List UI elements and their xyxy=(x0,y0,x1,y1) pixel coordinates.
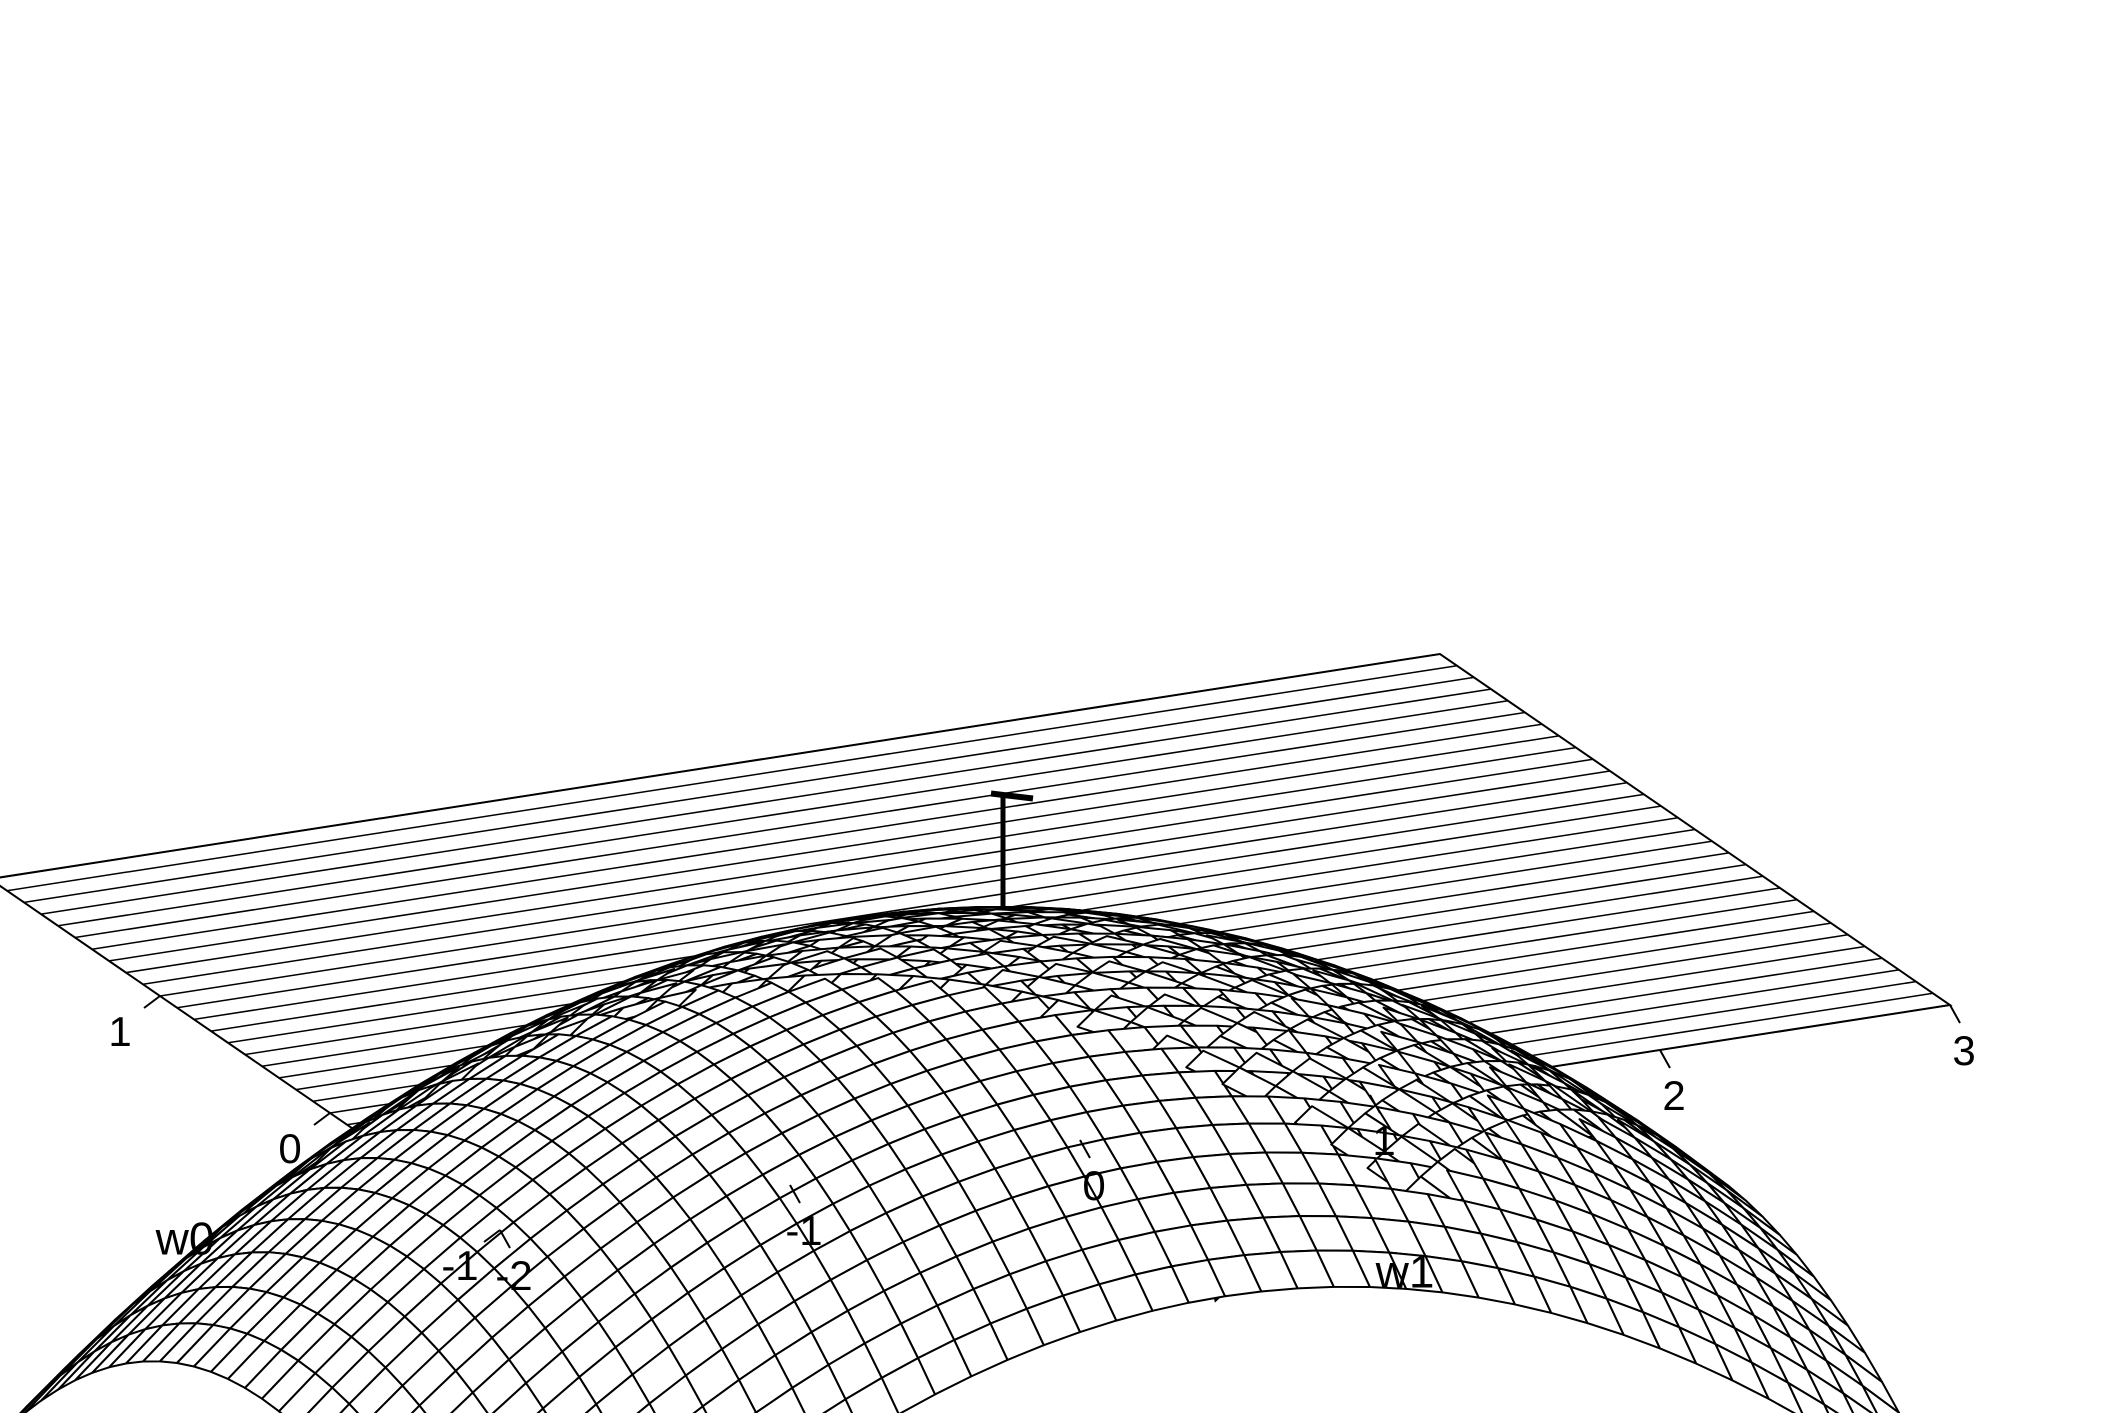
x-tick-label: 0 xyxy=(1082,1162,1105,1209)
x-axis-label: w1 xyxy=(1375,1246,1435,1298)
y-tick-label: 0 xyxy=(278,1125,301,1172)
x-tick-label: -1 xyxy=(785,1207,822,1254)
surface-chart: 0510152025-2-10123-1012E[w]w1w0 xyxy=(0,0,2117,1413)
chart-svg: 0510152025-2-10123-1012E[w]w1w0 xyxy=(0,0,2117,1413)
x-tick-label: 2 xyxy=(1662,1072,1685,1119)
x-tick-label: -2 xyxy=(495,1252,532,1299)
x-tick-label: 1 xyxy=(1372,1117,1395,1164)
x-tick-label: 3 xyxy=(1952,1027,1975,1074)
y-tick-label: -1 xyxy=(441,1242,478,1289)
y-axis-label: w0 xyxy=(155,1213,215,1265)
y-tick-label: 1 xyxy=(108,1008,131,1055)
